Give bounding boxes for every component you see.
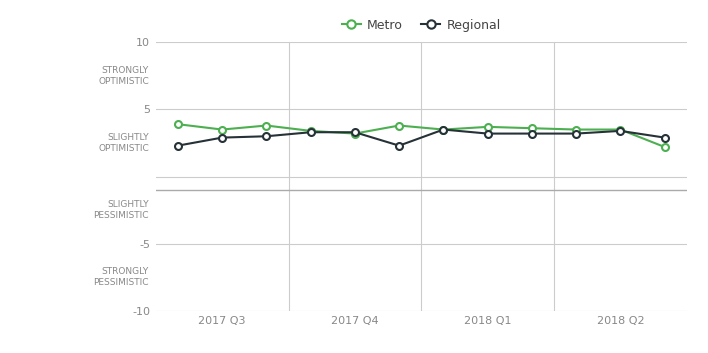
- Legend: Metro, Regional: Metro, Regional: [337, 14, 506, 37]
- Text: STRONGLY
PESSIMISTIC: STRONGLY PESSIMISTIC: [93, 267, 149, 287]
- Text: STRONGLY
OPTIMISTIC: STRONGLY OPTIMISTIC: [98, 66, 149, 86]
- Text: SLIGHTLY
OPTIMISTIC: SLIGHTLY OPTIMISTIC: [98, 133, 149, 153]
- Text: SLIGHTLY
PESSIMISTIC: SLIGHTLY PESSIMISTIC: [93, 200, 149, 220]
